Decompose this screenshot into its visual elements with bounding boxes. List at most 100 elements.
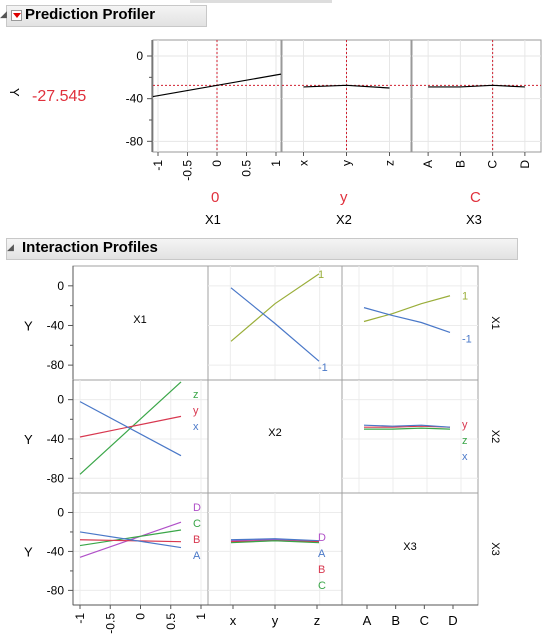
- series-end-label: D: [193, 502, 201, 514]
- interaction-series-line: [79, 529, 182, 547]
- x-tick-label: A: [421, 160, 435, 168]
- series-end-label: B: [318, 564, 325, 576]
- series-end-label: x: [462, 451, 468, 463]
- x-tick-label: 1: [269, 160, 283, 167]
- y-tick-label: 0: [136, 49, 143, 63]
- y-tick-label: -40: [47, 544, 65, 558]
- interaction-series-line: [79, 539, 182, 543]
- prediction-profiler-chart[interactable]: -1 -0.5 0 0.5 1 x y z A B C D 0 -40 -80: [0, 0, 546, 240]
- interaction-cell-frame: [341, 492, 479, 606]
- profiler-response-value[interactable]: -27.545: [32, 88, 87, 105]
- x-tick-label: C: [420, 613, 429, 628]
- series-end-label: -1: [318, 362, 328, 374]
- x-tick-label: x: [297, 160, 311, 166]
- x-tick-label: 0: [134, 613, 148, 620]
- interaction-series-line: [230, 540, 320, 544]
- x-tick-label: 0: [210, 160, 224, 167]
- red-triangle-menu-icon[interactable]: [11, 10, 22, 21]
- series-end-label: C: [193, 518, 201, 530]
- interaction-series-line: [79, 401, 182, 457]
- x-tick-label: B: [453, 160, 467, 168]
- x-tick-label: 0.5: [240, 160, 254, 177]
- row-label: X2: [489, 430, 501, 443]
- series-end-label: -1: [462, 333, 472, 345]
- profile-trace-x3: [428, 84, 525, 88]
- row-label: X1: [489, 316, 501, 329]
- prediction-profiler-header[interactable]: [6, 5, 207, 27]
- x-tick-label: -0.5: [103, 613, 117, 634]
- interaction-cell-frame: [341, 265, 479, 381]
- series-end-label: z: [462, 435, 468, 447]
- x-tick-label: -0.5: [181, 160, 195, 181]
- x-tick-label: 1: [194, 613, 208, 620]
- y-tick-label: 0: [57, 393, 64, 407]
- prediction-profiler-title: Prediction Profiler: [25, 6, 156, 23]
- series-end-label: B: [193, 534, 200, 546]
- x-tick-label: -1: [151, 160, 165, 171]
- interaction-cell-frame: [207, 379, 343, 494]
- y-tick-label: -80: [47, 471, 65, 485]
- y-tick-label: 0: [57, 505, 64, 519]
- disclosure-triangle-icon[interactable]: ◢: [7, 242, 14, 252]
- top-scroll-strip: [190, 0, 332, 3]
- x-tick-label: D: [448, 613, 457, 628]
- y-tick-label: -80: [47, 583, 65, 597]
- profile-trace-x1: [152, 73, 282, 98]
- series-end-label: 1: [462, 291, 468, 303]
- y-tick-label: -80: [126, 134, 144, 148]
- y-tick-label: -40: [47, 432, 65, 446]
- factor-name-x3: X3: [466, 212, 482, 227]
- diagonal-factor-label: X2: [268, 427, 281, 439]
- series-end-label: y: [462, 419, 468, 431]
- series-end-label: C: [318, 580, 326, 592]
- interaction-series-line: [363, 424, 451, 428]
- factor-current-x3[interactable]: C: [470, 189, 481, 206]
- interaction-series-line: [364, 427, 451, 430]
- x-tick-label: y: [272, 613, 279, 628]
- x-tick-label: D: [518, 160, 532, 169]
- series-end-label: A: [318, 548, 326, 560]
- interaction-profiles-title: Interaction Profiles: [22, 239, 158, 256]
- x-tick-label: -1: [73, 613, 87, 624]
- interaction-series-line: [79, 415, 182, 438]
- diagonal-factor-label: X1: [133, 314, 146, 326]
- y-tick-label: 0: [57, 279, 64, 293]
- interaction-cell-frame: [341, 379, 479, 494]
- y-tick-label: -40: [47, 318, 65, 332]
- interaction-series-line: [363, 295, 451, 323]
- series-end-label: y: [193, 405, 199, 417]
- x-tick-label: C: [486, 160, 500, 169]
- series-end-label: D: [318, 532, 326, 544]
- interaction-series-line: [230, 538, 320, 542]
- series-end-label: 1: [318, 269, 324, 281]
- x-tick-label: z: [314, 613, 321, 628]
- profiler-panel-frame: [411, 39, 542, 153]
- factor-name-x1: X1: [205, 212, 221, 227]
- profile-trace-x2: [303, 84, 390, 89]
- interaction-profiles-header[interactable]: [6, 238, 518, 260]
- interaction-response-label: Y: [24, 544, 33, 559]
- interaction-series-line: [230, 287, 320, 362]
- series-end-label: A: [193, 550, 201, 562]
- x-tick-label: y: [340, 160, 354, 166]
- factor-name-x2: X2: [336, 212, 352, 227]
- x-tick-label: x: [230, 613, 237, 628]
- row-label: X3: [489, 542, 501, 555]
- x-tick-label: 0.5: [164, 613, 178, 630]
- x-tick-label: A: [363, 613, 372, 628]
- interaction-series-line: [79, 531, 182, 549]
- interaction-series-line: [230, 273, 320, 342]
- disclosure-triangle-icon[interactable]: ◢: [0, 9, 7, 19]
- y-tick-label: -40: [126, 92, 144, 106]
- series-end-label: x: [193, 421, 199, 433]
- factor-current-x2[interactable]: y: [340, 189, 348, 206]
- factor-current-x1[interactable]: 0: [211, 189, 220, 206]
- interaction-response-label: Y: [24, 432, 33, 447]
- interaction-response-label: Y: [24, 318, 33, 333]
- x-tick-label: B: [391, 613, 400, 628]
- series-end-label: z: [193, 389, 199, 401]
- interaction-series-line: [363, 307, 451, 333]
- x-tick-label: z: [383, 160, 397, 166]
- diagonal-factor-label: X3: [403, 541, 416, 553]
